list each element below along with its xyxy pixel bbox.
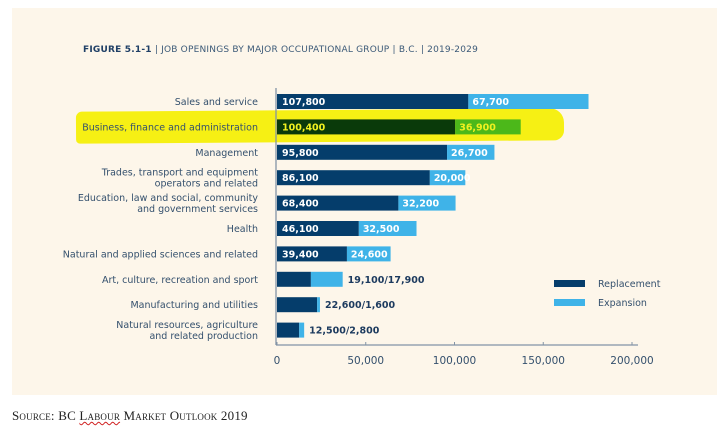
bar-value-label-expansion: 67,700 [472, 97, 509, 108]
figure-title-text: JOB OPENINGS BY MAJOR OCCUPATIONAL GROUP [161, 45, 390, 55]
bar-value-label-combined: 12,500/2,800 [309, 326, 380, 337]
bar-replacement [277, 119, 456, 135]
legend-label-replacement: Replacement [598, 279, 661, 290]
figure-region: B.C. [398, 45, 418, 55]
bar-expansion [455, 119, 521, 135]
bar-replacement [277, 144, 448, 160]
x-axis: 0 50,000 100,000 150,000 200,000 [274, 88, 654, 367]
bar-value-label-replacement: 46,100 [282, 224, 319, 235]
legend-swatch-expansion [554, 299, 585, 306]
title-separator: | [392, 45, 396, 55]
x-tick-label: 0 [274, 355, 281, 367]
legend-swatch-replacement [554, 280, 585, 287]
x-tick-label: 100,000 [433, 355, 476, 367]
bar-expansion [317, 297, 320, 313]
source-suffix: Market Outlook 2019 [120, 408, 248, 423]
bar-value-label-expansion: 20,000 [434, 173, 471, 184]
category-labels: Sales and service Business, finance and a… [63, 97, 259, 342]
bar-value-label-expansion: 26,700 [451, 148, 488, 159]
bar-replacement [277, 195, 399, 211]
bar-value-label-expansion: 36,900 [459, 122, 496, 133]
category-label: Art, culture, recreation and sport [102, 275, 258, 286]
bar-expansion [398, 195, 456, 211]
bar-replacement [277, 221, 359, 236]
x-tick-label: 150,000 [522, 355, 565, 367]
legend-label-expansion: Expansion [598, 298, 647, 309]
bar-value-label-replacement: 68,400 [282, 199, 319, 210]
bar-expansion [429, 170, 466, 186]
figure-period: 2019-2029 [427, 45, 479, 55]
bar-value-label-replacement: 39,400 [282, 249, 319, 260]
bar-replacement [277, 170, 430, 186]
bar-expansion [299, 322, 305, 338]
bar-value-label-replacement: 107,800 [282, 97, 326, 108]
bar-expansion [447, 144, 495, 160]
bar-expansion [358, 221, 417, 236]
title-separator: | [154, 45, 159, 55]
source-underlined-word: Labour [79, 408, 121, 423]
category-label: Trades, transport and equipment operators… [101, 168, 258, 190]
bar-value-label-expansion: 32,200 [402, 199, 439, 210]
source-caption: Source: BC Labour Market Outlook 2019 [12, 408, 248, 424]
category-label: Education, law and social, community and … [78, 193, 259, 215]
bar-value-label-combined: 19,100/17,900 [348, 275, 425, 286]
figure-number: FIGURE 5.1-1 [83, 45, 152, 55]
title-separator: | [420, 45, 425, 55]
category-label: Manufacturing and utilities [130, 300, 258, 311]
category-label: Business, finance and administration [82, 122, 258, 133]
bar-replacement [277, 271, 311, 287]
category-label: Sales and service [175, 97, 258, 108]
category-label: Management [195, 148, 258, 159]
category-label: Natural and applied sciences and related [63, 249, 258, 260]
legend: Replacement Expansion [554, 279, 661, 309]
bar-replacement [277, 94, 469, 109]
category-label: Health [227, 224, 258, 235]
bar-replacement [277, 322, 300, 338]
bar-value-label-expansion: 24,600 [351, 249, 388, 260]
category-label: Natural resources, agriculture and relate… [116, 320, 258, 342]
bars: 107,800 67,700 100,400 36,900 95,800 26,700 86… [277, 94, 589, 338]
figure-title: FIGURE 5.1-1 | JOB OPENINGS BY MAJOR OCC… [83, 45, 478, 55]
bar-value-label-replacement: 100,400 [282, 122, 326, 133]
x-tick-label: 200,000 [610, 355, 653, 367]
bar-expansion [468, 94, 589, 109]
source-prefix: Source: BC [12, 408, 80, 423]
bar-expansion [310, 271, 343, 287]
bar-replacement [277, 297, 318, 313]
bar-value-label-replacement: 95,800 [282, 148, 319, 159]
bar-replacement [277, 246, 347, 262]
bar-value-label-replacement: 86,100 [282, 173, 319, 184]
x-tick-label: 50,000 [347, 355, 384, 367]
bar-value-label-combined: 22,600/1,600 [325, 300, 396, 311]
bar-value-label-expansion: 32,500 [363, 224, 400, 235]
bar-expansion [346, 246, 391, 262]
